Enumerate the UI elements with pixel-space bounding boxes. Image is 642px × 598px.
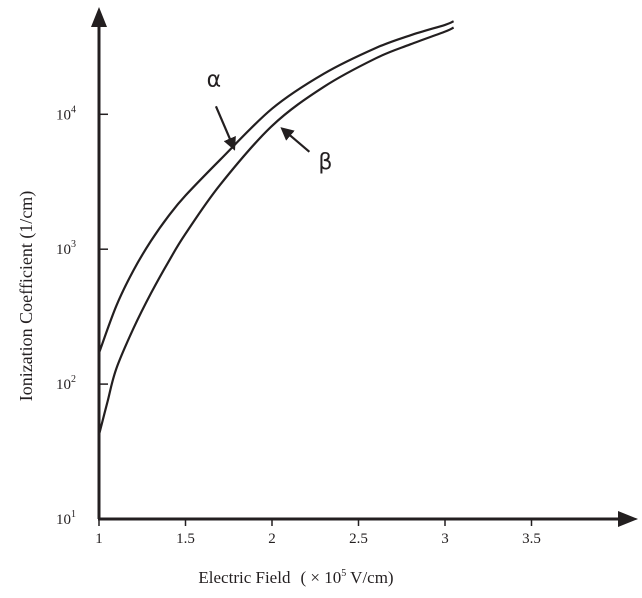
y-ticks: 101 102 103 104: [56, 104, 108, 528]
annotation-arrow-β: [280, 127, 311, 153]
y-tick-label: 101: [56, 509, 76, 528]
annotation-arrow-α: [214, 105, 236, 151]
series-line-β: [97, 26, 455, 436]
annotation-label-α: α: [207, 67, 222, 92]
y-tick-label: 103: [56, 239, 76, 258]
series-line-α: [97, 20, 455, 354]
x-tick-label: 1: [95, 531, 103, 547]
x-tick-label: 2: [268, 531, 276, 547]
x-axis-label: Electric Field ( × 105 V/cm): [198, 568, 393, 587]
y-axis-arrow: [91, 7, 107, 27]
x-tick-label: 2.5: [349, 531, 368, 547]
annotation-label-β: β: [318, 150, 332, 175]
x-axis-arrow: [618, 511, 638, 527]
x-tick-label: 1.5: [176, 531, 195, 547]
y-tick-label: 104: [56, 104, 76, 123]
x-ticks: 1 1.5 2 2.5 3 3.5: [95, 519, 541, 547]
series-layer: [97, 20, 455, 436]
x-tick-label: 3: [441, 531, 449, 547]
x-tick-label: 3.5: [522, 531, 541, 547]
y-tick-label: 102: [56, 374, 76, 393]
y-axis-label: Ionization Coefficient (1/cm): [16, 191, 37, 402]
x-axis-label-unit-prefix: ( × 10: [300, 568, 341, 587]
x-axis-label-name: Electric Field: [198, 568, 291, 587]
axes: [91, 7, 638, 527]
x-axis-label-unit-suffix: V/cm): [346, 568, 393, 587]
x-axis-label-unit-exp: 5: [341, 568, 346, 579]
annotation-layer: αβ: [207, 67, 333, 175]
